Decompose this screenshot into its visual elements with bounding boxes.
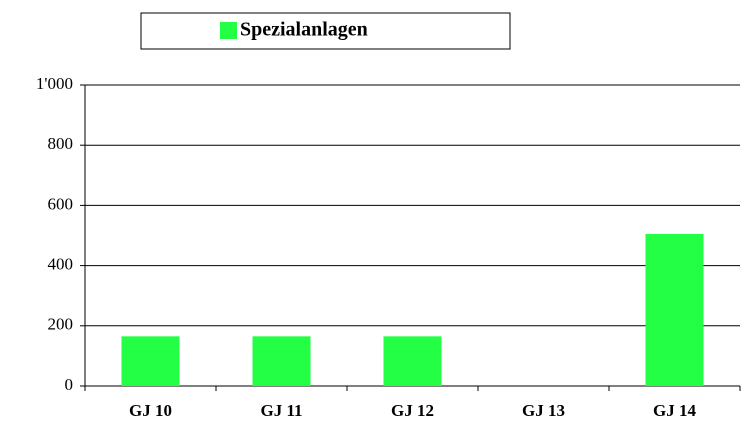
x-tick-label: GJ 13 <box>522 401 565 420</box>
y-tick-label: 200 <box>48 315 74 334</box>
y-tick-label: 800 <box>48 134 74 153</box>
legend-box <box>140 12 511 50</box>
x-tick-label: GJ 14 <box>653 401 696 420</box>
legend-swatch <box>220 22 237 39</box>
bar <box>252 336 311 386</box>
y-tick-label: 0 <box>65 375 74 394</box>
y-tick-label: 400 <box>48 255 74 274</box>
x-tick-label: GJ 11 <box>260 401 302 420</box>
y-tick-label: 1'000 <box>36 74 73 93</box>
bar <box>645 233 704 386</box>
x-tick-label: GJ 10 <box>129 401 172 420</box>
y-tick-label: 600 <box>48 194 74 213</box>
bar <box>383 336 442 386</box>
x-tick-label: GJ 12 <box>391 401 434 420</box>
bar <box>121 336 180 386</box>
legend-label: Spezialanlagen <box>240 19 368 41</box>
